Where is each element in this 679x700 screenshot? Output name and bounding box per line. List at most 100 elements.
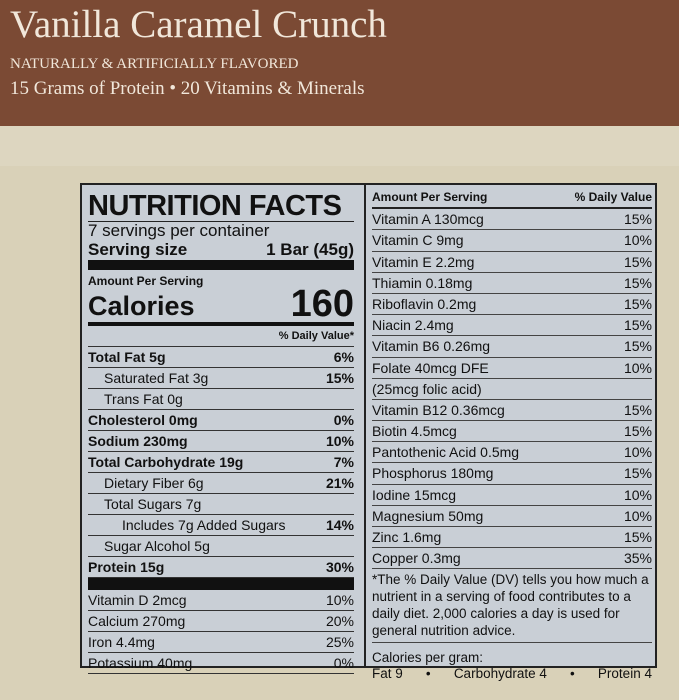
nutrient-row: Iron 4.4mg 25% [88, 632, 354, 653]
nutrient-dv: 10% [623, 444, 652, 461]
nutrient-dv: 0% [333, 655, 354, 671]
nutrient-name: Vitamin B12 0.36mcg [372, 401, 505, 418]
amount-header: Amount Per Serving [372, 190, 488, 204]
amount-per-serving: Amount Per Serving [88, 274, 204, 288]
nutrient-dv: 15% [623, 295, 652, 312]
nutrient-row: Phosphorus 180mg 15% [372, 463, 652, 485]
nutrient-name: Riboflavin 0.2mg [372, 295, 477, 312]
nutrient-dv: 15% [623, 465, 652, 482]
nutrient-row: Vitamin D 2mcg 10% [88, 590, 354, 611]
nutrient-name: Pantothenic Acid 0.5mg [372, 444, 520, 461]
calories-per-gram: Fat 9 • Carbohydrate 4 • Protein 4 [372, 666, 652, 682]
nutrient-name: Total Carbohydrate 19g [88, 454, 244, 470]
nutrient-dv: 35% [623, 550, 652, 567]
nutrient-dv: 20% [325, 613, 354, 629]
nutrient-row: Thiamin 0.18mg 15% [372, 273, 652, 294]
package-header: Vanilla Caramel Crunch NATURALLY & ARTIF… [0, 0, 679, 126]
column-divider [364, 185, 366, 666]
mineral-list: Vitamin D 2mcg 10% Calcium 270mg 20% Iron 4.… [88, 590, 354, 674]
calories-label: Calories [88, 291, 195, 321]
nutrient-dv: 15% [623, 274, 652, 291]
nutrient-row: Total Fat 5g 6% [88, 347, 354, 368]
nutrient-row: Vitamin C 9mg 10% [372, 230, 652, 252]
nutrient-row: Vitamin E 2.2mg 15% [372, 252, 652, 273]
nutrient-name: Sodium 230mg [88, 433, 188, 449]
nutrient-dv: 15% [623, 401, 652, 418]
nutrient-name: Total Sugars 7g [104, 496, 202, 512]
calories-row: Calories 160 [88, 283, 354, 326]
nutrient-row: Copper 0.3mg 35% [372, 548, 652, 570]
serving-size-label: Serving size [88, 240, 188, 259]
nutrient-row: Includes 7g Added Sugars 14% [88, 515, 354, 536]
nutrient-name: (25mcg folic acid) [372, 380, 482, 397]
nutrient-dv: 15% [325, 370, 354, 386]
nutrient-row: Niacin 2.4mg 15% [372, 315, 652, 337]
nutrient-dv: 14% [325, 517, 354, 533]
nutrient-row: Vitamin B12 0.36mcg 15% [372, 400, 652, 422]
nutrient-name: Niacin 2.4mg [372, 317, 454, 334]
nutrient-name: Folate 40mcg DFE [372, 359, 489, 376]
flavor-note: NATURALLY & ARTIFICIALLY FLAVORED [10, 56, 299, 72]
nutrient-row: Riboflavin 0.2mg 15% [372, 294, 652, 316]
nutrient-name: Calcium 270mg [88, 613, 186, 629]
vitamins-header: Amount Per Serving % Daily Value [372, 187, 652, 210]
nutrient-name: Protein 15g [88, 559, 165, 575]
serving-size-row: Serving size 1 Bar (45g) [88, 240, 354, 270]
nutrition-facts-main: NUTRITION FACTS 7 servings per container… [88, 191, 354, 674]
serving-size-value: 1 Bar (45g) [266, 240, 354, 259]
protein-cal: Protein 4 [597, 666, 652, 682]
nutrient-name: Cholesterol 0mg [88, 412, 198, 428]
nutrient-name: Vitamin C 9mg [372, 232, 464, 249]
nutrient-dv: 15% [623, 338, 652, 355]
nutrient-list: Total Fat 5g 6% Saturated Fat 3g 15% Trans F… [88, 347, 354, 578]
nutrient-name: Saturated Fat 3g [104, 370, 209, 386]
nutrient-dv: 10% [623, 507, 652, 524]
servings: 7 servings per container [88, 221, 270, 240]
nutrient-row: Protein 15g 30% [88, 557, 354, 578]
nutrient-row: Vitamin A 130mcg 15% [372, 209, 652, 231]
nutrient-name: Biotin 4.5mcg [372, 423, 457, 440]
nutrient-dv: 15% [623, 211, 652, 228]
calories-value: 160 [290, 283, 354, 325]
nutrient-name: Sugar Alcohol 5g [104, 538, 210, 554]
nutrient-row: Biotin 4.5mcg 15% [372, 421, 652, 443]
nutrient-row: Dietary Fiber 6g 21% [88, 473, 354, 494]
nutrient-name: Iodine 15mcg [372, 486, 457, 503]
nutrient-row: (25mcg folic acid) [372, 379, 652, 400]
product-title: Vanilla Caramel Crunch [10, 3, 387, 46]
nutrient-dv: 25% [325, 634, 354, 650]
nutrient-name: Magnesium 50mg [372, 507, 484, 524]
nutrient-dv: 10% [623, 232, 652, 249]
carb-cal: Carbohydrate 4 [453, 666, 547, 682]
nutrient-dv: 21% [325, 475, 354, 491]
nutrient-dv: 10% [325, 592, 354, 608]
nutrient-row: Total Carbohydrate 19g 7% [88, 452, 354, 473]
nutrient-name: Potassium 40mg [88, 655, 193, 671]
nutrient-row: Sodium 230mg 10% [88, 431, 354, 452]
nutrient-name: Trans Fat 0g [104, 391, 183, 407]
nutrient-dv: 15% [623, 529, 652, 545]
daily-value-header: % Daily Value* [88, 326, 354, 347]
nutrient-dv: 15% [623, 253, 652, 270]
nutrient-row: Vitamin B6 0.26mg 15% [372, 336, 652, 358]
nutrient-name: Vitamin E 2.2mg [372, 253, 475, 270]
nutrient-name: Copper 0.3mg [372, 550, 461, 567]
nutrient-row: Potassium 40mg 0% [88, 653, 354, 674]
nutrient-name: Dietary Fiber 6g [104, 475, 204, 491]
nutrient-name: Iron 4.4mg [88, 634, 155, 650]
nutrient-row: Magnesium 50mg 10% [372, 506, 652, 527]
fat-cal: Fat 9 [372, 666, 403, 682]
nutrient-name: Phosphorus 180mg [372, 465, 494, 482]
nutrient-name: Zinc 1.6mg [372, 529, 442, 545]
dv-header: % Daily Value [574, 190, 652, 204]
nutrient-name: Vitamin B6 0.26mg [372, 338, 491, 355]
nutrient-row: Sugar Alcohol 5g [88, 536, 354, 557]
nutrient-dv: 30% [325, 559, 354, 575]
package-stripe [0, 126, 679, 166]
vitamin-list: Vitamin A 130mcg 15% Vitamin C 9mg 10% Vitam… [372, 209, 652, 570]
nutrient-dv: 7% [333, 454, 354, 470]
calories-per-gram-label: Calories per gram: [372, 650, 484, 666]
nutrient-row: Cholesterol 0mg 0% [88, 410, 354, 431]
thick-rule [88, 578, 354, 590]
nutrient-name: Thiamin 0.18mg [372, 274, 473, 291]
